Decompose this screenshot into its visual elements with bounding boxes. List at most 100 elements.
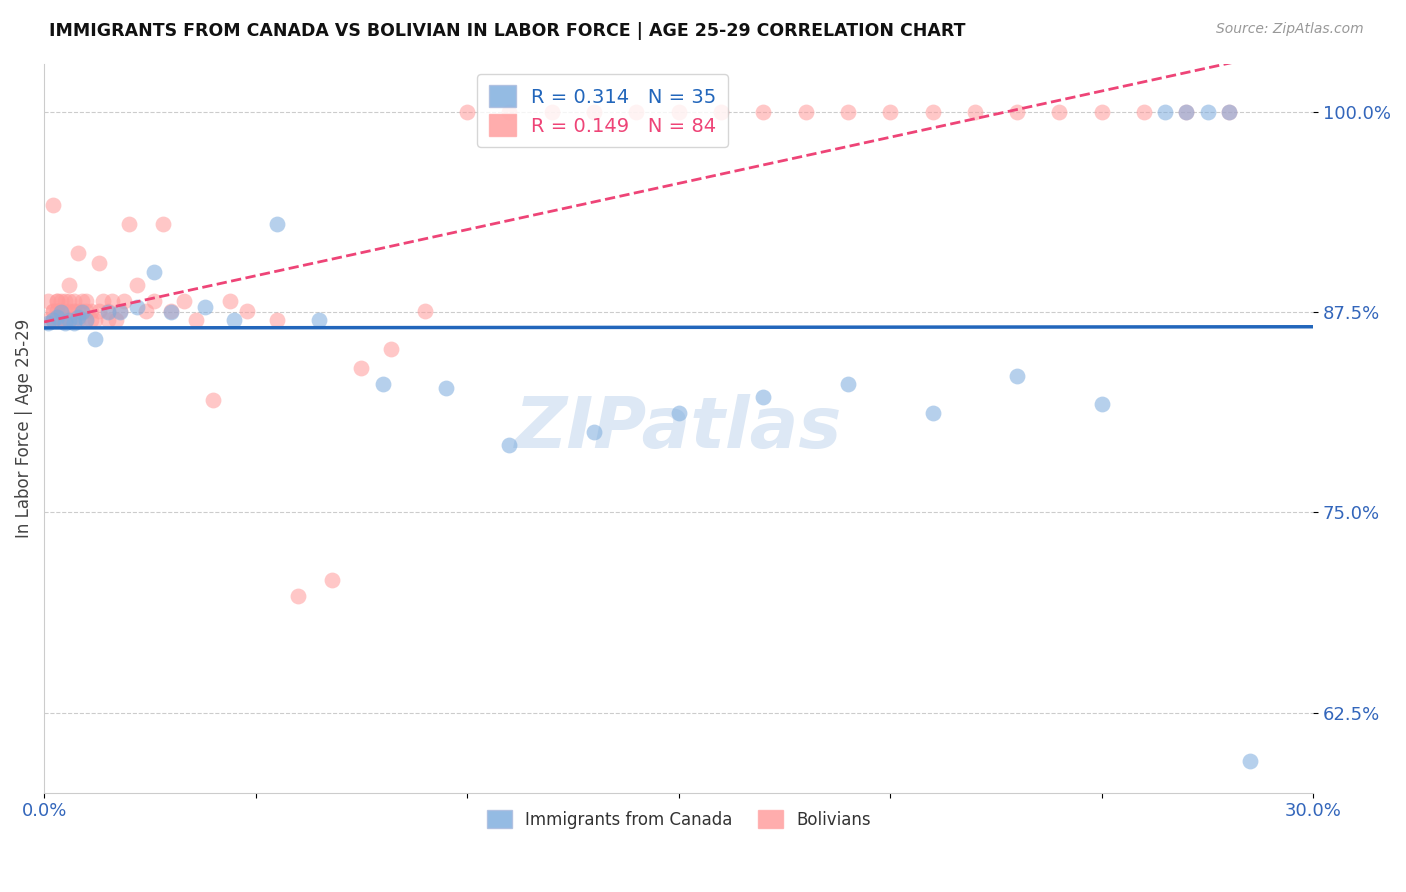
Point xyxy=(66,313,89,327)
Point xyxy=(152,217,174,231)
Point xyxy=(75,303,97,318)
Point xyxy=(66,310,89,324)
Point xyxy=(58,313,80,327)
Y-axis label: In Labor Force | Age 25-29: In Labor Force | Age 25-29 xyxy=(15,318,32,538)
Text: ZIPatlas: ZIPatlas xyxy=(515,394,842,463)
Point xyxy=(1197,105,1219,120)
Point xyxy=(75,313,97,327)
Point xyxy=(583,425,606,440)
Point xyxy=(794,105,817,120)
Point xyxy=(97,303,120,318)
Point xyxy=(83,333,105,347)
Point xyxy=(53,317,76,331)
Point xyxy=(45,313,67,327)
Point xyxy=(58,313,80,327)
Point xyxy=(62,303,84,318)
Point xyxy=(37,313,59,327)
Point xyxy=(710,105,733,120)
Point xyxy=(70,303,93,318)
Point xyxy=(963,105,986,120)
Point xyxy=(45,303,67,318)
Point xyxy=(1133,105,1156,120)
Point xyxy=(1218,105,1240,120)
Point xyxy=(135,303,157,318)
Point xyxy=(371,377,394,392)
Point xyxy=(58,278,80,293)
Point xyxy=(413,303,436,318)
Point xyxy=(37,317,59,331)
Point xyxy=(91,294,114,309)
Point xyxy=(266,217,288,231)
Point xyxy=(752,105,775,120)
Point xyxy=(837,105,859,120)
Point xyxy=(75,313,97,327)
Point xyxy=(45,294,67,309)
Point xyxy=(49,305,72,319)
Point xyxy=(1005,105,1028,120)
Point xyxy=(127,278,149,293)
Point xyxy=(202,393,225,408)
Point xyxy=(110,303,132,318)
Point xyxy=(101,294,124,309)
Point xyxy=(219,294,242,309)
Point xyxy=(1218,105,1240,120)
Point xyxy=(62,294,84,309)
Point xyxy=(75,294,97,309)
Point xyxy=(62,303,84,318)
Point xyxy=(308,313,330,327)
Point xyxy=(45,294,67,309)
Text: IMMIGRANTS FROM CANADA VS BOLIVIAN IN LABOR FORCE | AGE 25-29 CORRELATION CHART: IMMIGRANTS FROM CANADA VS BOLIVIAN IN LA… xyxy=(49,22,966,40)
Point xyxy=(143,294,166,309)
Point xyxy=(668,105,690,120)
Point xyxy=(143,265,166,279)
Point xyxy=(66,246,89,260)
Point xyxy=(668,406,690,420)
Point xyxy=(921,105,943,120)
Text: Source: ZipAtlas.com: Source: ZipAtlas.com xyxy=(1216,22,1364,37)
Point xyxy=(173,294,195,309)
Point xyxy=(1005,369,1028,384)
Point xyxy=(45,310,67,324)
Point xyxy=(110,305,132,319)
Point xyxy=(1239,754,1261,768)
Point xyxy=(70,294,93,309)
Point xyxy=(53,294,76,309)
Point xyxy=(837,377,859,392)
Point xyxy=(1175,105,1198,120)
Point xyxy=(456,105,478,120)
Point xyxy=(160,305,183,319)
Point xyxy=(49,303,72,318)
Point xyxy=(1091,396,1114,410)
Point xyxy=(114,294,136,309)
Point xyxy=(626,105,648,120)
Point xyxy=(224,313,246,327)
Point xyxy=(53,303,76,318)
Point xyxy=(266,313,288,327)
Point xyxy=(498,438,520,452)
Point xyxy=(41,313,63,327)
Legend: Immigrants from Canada, Bolivians: Immigrants from Canada, Bolivians xyxy=(481,804,877,835)
Point xyxy=(498,105,520,120)
Point xyxy=(1175,105,1198,120)
Point xyxy=(127,301,149,315)
Point xyxy=(236,303,259,318)
Point xyxy=(53,313,76,327)
Point xyxy=(380,342,402,356)
Point xyxy=(118,217,141,231)
Point xyxy=(45,303,67,318)
Point xyxy=(350,361,373,376)
Point xyxy=(87,303,110,318)
Point xyxy=(37,294,59,309)
Point xyxy=(49,313,72,327)
Point xyxy=(79,303,101,318)
Point xyxy=(79,313,101,327)
Point xyxy=(583,105,606,120)
Point xyxy=(66,303,89,318)
Point xyxy=(921,406,943,420)
Point xyxy=(49,294,72,309)
Point xyxy=(53,313,76,327)
Point xyxy=(97,305,120,319)
Point xyxy=(41,303,63,318)
Point xyxy=(321,573,343,587)
Point xyxy=(83,313,105,327)
